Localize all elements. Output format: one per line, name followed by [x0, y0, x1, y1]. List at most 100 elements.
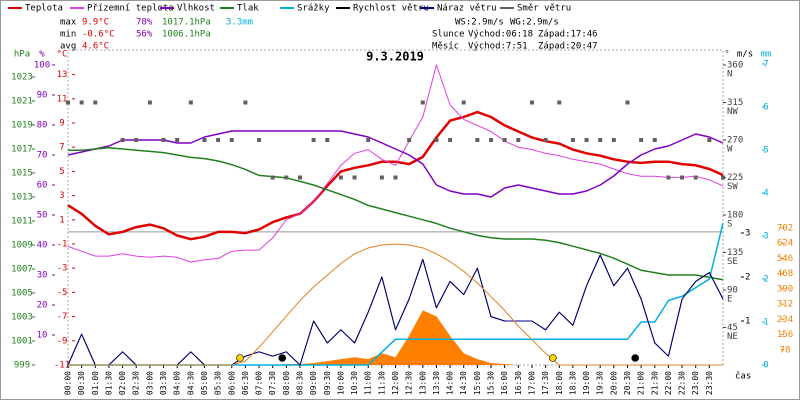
direction-point — [393, 175, 398, 180]
y-tick-label: 312 — [777, 300, 793, 310]
x-tick-label: 17:30 — [541, 371, 550, 395]
y-tick-label: 1003 — [11, 313, 33, 323]
sun-marker — [236, 354, 244, 362]
axis-title: m/s — [737, 50, 753, 60]
moon-set: Západ:20:47 — [538, 42, 598, 52]
x-axis-label: čas — [735, 371, 751, 382]
y-tick-label: 2 — [745, 273, 750, 283]
y-tick-label: 4 — [763, 189, 768, 199]
y-tick-sublabel: W — [727, 145, 733, 155]
x-tick-label: 15:00 — [473, 371, 482, 395]
y-tick-label: 1 — [745, 317, 750, 327]
direction-point — [584, 138, 589, 142]
x-tick-label: 11:00 — [364, 371, 373, 395]
axis-title: mm — [761, 50, 772, 60]
x-tick-label: 08:30 — [295, 371, 304, 395]
stat-rain: 3.3mm — [226, 18, 253, 28]
y-tick-label: 3 — [745, 229, 750, 239]
x-tick-label: 00:30 — [77, 371, 86, 395]
y-tick-label: 468 — [777, 269, 793, 279]
y-tick-label: -11 — [54, 361, 70, 371]
sun-rise: Východ:06:18 — [468, 30, 533, 40]
chart-title: 9.3.2019 — [366, 50, 424, 64]
y-tick-label: 1 — [59, 215, 64, 225]
direction-point — [338, 175, 343, 180]
sun-marker — [549, 354, 557, 362]
y-tick-label: -7 — [57, 312, 68, 322]
x-tick-label: 02:30 — [132, 371, 141, 395]
y-tick-label: 80 — [37, 121, 48, 131]
direction-point — [366, 138, 371, 142]
direction-point — [625, 100, 630, 105]
x-tick-label: 05:00 — [200, 371, 209, 395]
direction-point — [516, 138, 521, 142]
direction-point — [598, 138, 603, 142]
direction-point — [721, 175, 725, 180]
direction-point — [611, 138, 616, 142]
y-tick-label: 45 — [727, 323, 738, 333]
direction-point — [502, 138, 507, 142]
x-tick-label: 19:30 — [596, 371, 605, 395]
y-tick-label: 1001 — [11, 337, 33, 347]
y-tick-label: 1023 — [11, 73, 33, 83]
y-tick-label: 1 — [763, 318, 768, 328]
direction-point — [407, 138, 412, 142]
direction-point — [529, 100, 534, 105]
axis-title: hPa — [14, 50, 30, 60]
x-tick-label: 22:30 — [678, 371, 687, 395]
y-tick-label: -9 — [57, 336, 68, 346]
x-tick-label: 01:00 — [91, 371, 100, 395]
y-tick-sublabel: SE — [727, 257, 738, 267]
x-tick-label: 17:00 — [527, 371, 536, 395]
direction-point — [543, 138, 548, 142]
legend-label: Vlhkost — [177, 4, 215, 14]
y-tick-sublabel: E — [727, 295, 732, 305]
stat-label: max — [60, 18, 77, 28]
direction-point — [652, 138, 657, 142]
y-tick-label: 100 — [34, 61, 50, 71]
y-tick-label: 1013 — [11, 193, 33, 203]
axis-title: ° — [724, 50, 729, 60]
x-tick-label: 05:30 — [214, 371, 223, 395]
y-tick-label: 1005 — [11, 289, 33, 299]
x-tick-label: 15:30 — [487, 371, 496, 395]
y-tick-label: 40 — [37, 241, 48, 251]
legend-label: Rychlost větru — [353, 4, 429, 14]
x-tick-label: 04:30 — [186, 371, 195, 395]
moon-label: Měsíc — [432, 42, 459, 52]
x-tick-label: 21:00 — [637, 371, 646, 395]
direction-point — [489, 138, 494, 142]
y-tick-sublabel: NE — [727, 332, 738, 342]
x-tick-label: 19:00 — [582, 371, 591, 395]
x-tick-label: 22:00 — [664, 371, 673, 395]
direction-point — [202, 138, 207, 142]
x-tick-label: 23:00 — [691, 371, 700, 395]
x-tick-label: 01:30 — [104, 371, 113, 395]
stat-hum: 78% — [136, 18, 153, 28]
y-tick-sublabel: N — [727, 70, 732, 80]
y-tick-label: 30 — [37, 271, 48, 281]
direction-point — [93, 100, 98, 105]
y-tick-label: 546 — [777, 254, 793, 264]
moon-rise: Východ:7:51 — [468, 42, 528, 52]
sun-set: Západ:17:46 — [538, 30, 598, 40]
direction-point — [461, 100, 466, 105]
sun-label: Slunce — [432, 30, 465, 40]
direction-point — [352, 175, 357, 180]
stat-press: 1006.1hPa — [162, 30, 211, 40]
direction-point — [693, 175, 698, 180]
moon-marker — [631, 354, 640, 362]
y-tick-label: 78 — [780, 345, 791, 355]
stat-label: min — [60, 30, 76, 40]
direction-point — [475, 138, 480, 142]
direction-point — [325, 138, 330, 142]
stat-temp: 9.9°C — [82, 18, 109, 28]
legend-label: Teplota — [25, 4, 63, 14]
x-tick-label: 08:00 — [282, 371, 291, 395]
y-tick-label: 9 — [59, 119, 64, 129]
direction-point — [379, 175, 384, 180]
y-tick-label: 7 — [763, 60, 768, 70]
x-tick-label: 00:00 — [64, 371, 73, 395]
